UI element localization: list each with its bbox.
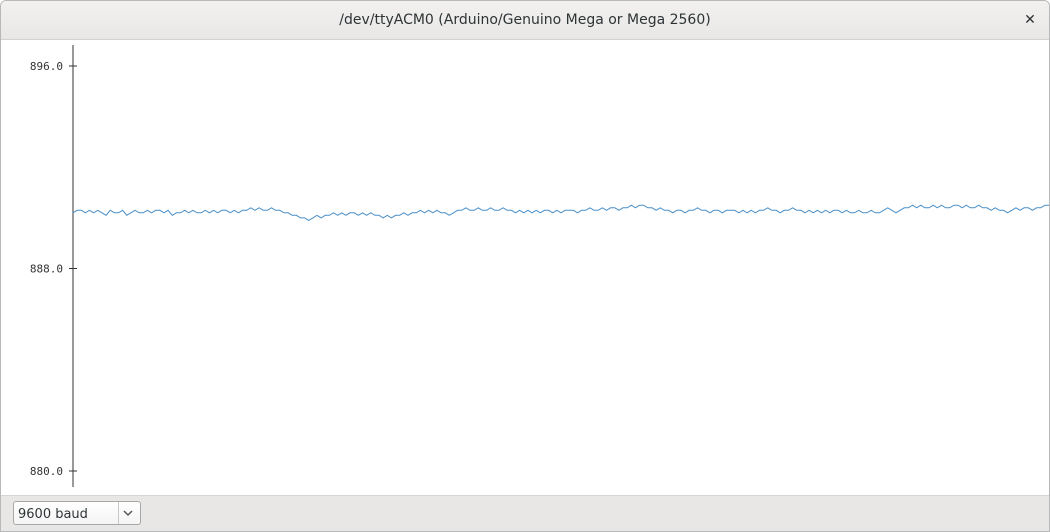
plot-area: 896.0 888.0 880.0	[1, 40, 1049, 495]
y-tick-label: 888.0	[30, 263, 63, 276]
select-divider	[118, 502, 119, 524]
y-tick-label: 880.0	[30, 465, 63, 478]
window-title: /dev/ttyACM0 (Arduino/Genuino Mega or Me…	[339, 12, 711, 28]
baud-rate-select[interactable]: 9600 baud	[13, 501, 141, 525]
series-line	[72, 204, 1049, 221]
baud-rate-value: 9600 baud	[18, 507, 88, 522]
chevron-down-icon	[123, 510, 133, 517]
serial-plot-chart: 896.0 888.0 880.0	[30, 45, 1049, 487]
y-tick-label: 896.0	[30, 60, 63, 73]
bottom-toolbar: 9600 baud	[1, 495, 1049, 531]
title-bar[interactable]: /dev/ttyACM0 (Arduino/Genuino Mega or Me…	[1, 1, 1049, 40]
close-icon[interactable]: ✕	[1024, 12, 1036, 28]
